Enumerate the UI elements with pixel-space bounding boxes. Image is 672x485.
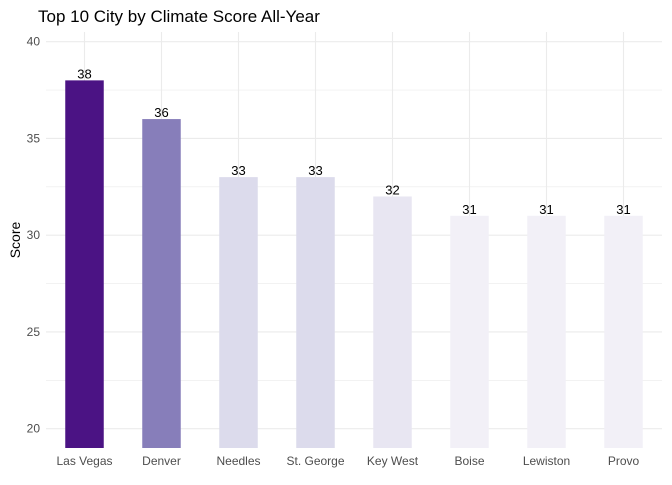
y-tick-label: 30 (27, 228, 41, 242)
bar (296, 177, 335, 448)
x-tick-label: St. George (286, 454, 344, 468)
x-tick-label: Provo (608, 454, 640, 468)
data-label: 38 (77, 66, 91, 81)
grid-lines (46, 32, 662, 448)
data-label: 31 (462, 202, 476, 217)
bar (65, 80, 104, 448)
y-axis-title: Score (7, 222, 23, 259)
y-tick-label: 35 (27, 131, 41, 145)
x-tick-label: Denver (142, 454, 181, 468)
data-label: 32 (385, 182, 399, 197)
y-axis-ticks: 20 25 30 35 40 (27, 35, 41, 436)
y-tick-label: 40 (27, 35, 41, 49)
bar (142, 119, 181, 449)
x-tick-label: Needles (216, 454, 260, 468)
bar (604, 215, 643, 448)
bar (527, 215, 566, 448)
bar (450, 215, 489, 448)
data-label: 33 (308, 163, 322, 178)
data-label: 31 (616, 202, 630, 217)
y-tick-label: 20 (27, 422, 41, 436)
x-axis-ticks: Las Vegas Denver Needles St. George Key West… (56, 454, 639, 468)
x-tick-label: Las Vegas (56, 454, 112, 468)
data-label: 31 (539, 202, 553, 217)
bar (373, 196, 412, 448)
y-tick-label: 25 (27, 325, 41, 339)
chart-title: Top 10 City by Climate Score All-Year (38, 7, 320, 26)
data-labels: 38 36 33 33 32 31 31 31 (77, 66, 630, 216)
x-tick-label: Lewiston (523, 454, 570, 468)
x-tick-label: Key West (367, 454, 419, 468)
data-label: 33 (231, 163, 245, 178)
x-tick-label: Boise (454, 454, 484, 468)
bars (65, 80, 643, 449)
bar (219, 177, 258, 448)
data-label: 36 (154, 105, 168, 120)
